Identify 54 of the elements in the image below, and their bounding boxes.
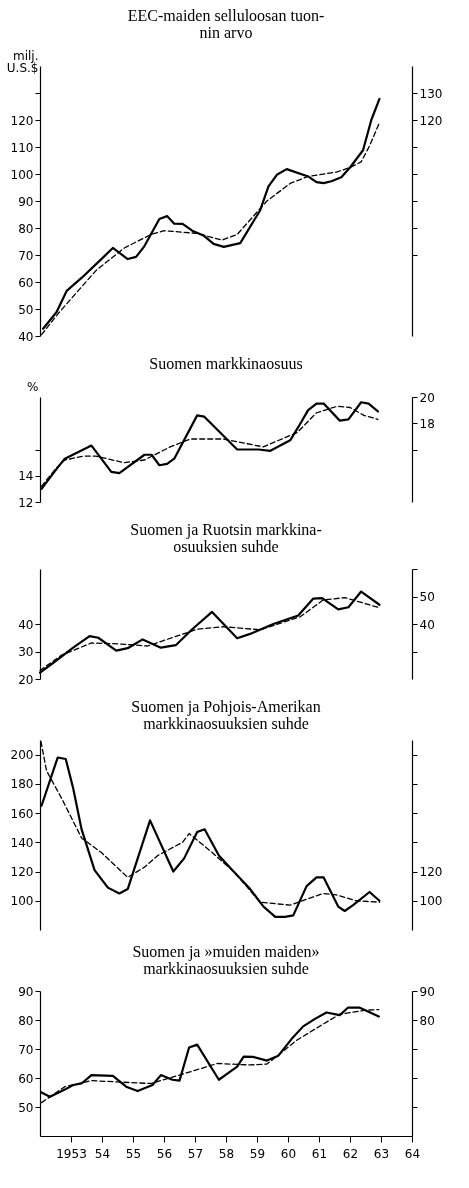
y2-tick-label: 120 bbox=[419, 113, 443, 128]
y-tick-label: 160 bbox=[10, 806, 34, 821]
x-tick-label: 55 bbox=[125, 1146, 142, 1161]
x-tick-label: 54 bbox=[94, 1146, 111, 1161]
y-tick-label: 140 bbox=[10, 835, 34, 850]
y-axis-title: milj. U.S.$ bbox=[6, 48, 39, 75]
y-tick-label: 180 bbox=[10, 777, 34, 792]
y-tick-label: 40 bbox=[18, 329, 34, 344]
chart-title: Suomen ja Ruotsin markkina- osuuksien suhde bbox=[130, 521, 322, 555]
chart-title: Suomen markkinaosuus bbox=[149, 355, 303, 372]
y2-tick-label: 80 bbox=[419, 1013, 435, 1028]
chart-title: EEC-maiden selluloosan tuon- nin arvo bbox=[127, 7, 325, 41]
y-tick-label: 40 bbox=[18, 617, 34, 632]
x-tick-label: 64 bbox=[404, 1146, 421, 1161]
y-tick-label: 80 bbox=[18, 1013, 34, 1028]
y-tick-label: 20 bbox=[18, 672, 34, 687]
y-tick-label: 60 bbox=[18, 275, 34, 290]
y-tick-label: 100 bbox=[10, 894, 34, 909]
chart-title: Suomen ja Pohjois-Amerikan markkinaosuuksien suhde bbox=[131, 698, 321, 732]
x-tick-label: 58 bbox=[218, 1146, 235, 1161]
y-tick-label: 90 bbox=[18, 984, 34, 999]
x-tick-label: 57 bbox=[187, 1146, 204, 1161]
y-tick-label: 100 bbox=[10, 167, 34, 182]
y2-tick-label: 18 bbox=[419, 416, 435, 431]
y-tick-label: 200 bbox=[10, 748, 34, 763]
y-tick-label: 90 bbox=[18, 194, 34, 209]
y-tick-label: 60 bbox=[18, 1071, 34, 1086]
y2-tick-label: 130 bbox=[419, 86, 443, 101]
x-tick-label: 63 bbox=[373, 1146, 390, 1161]
y-tick-label: 14 bbox=[18, 469, 34, 484]
x-tick-label: 59 bbox=[249, 1146, 266, 1161]
x-tick-label: 60 bbox=[280, 1146, 297, 1161]
y-tick-label: 50 bbox=[18, 302, 34, 317]
y2-tick-label: 50 bbox=[419, 590, 435, 604]
y2-tick-label: 20 bbox=[419, 390, 435, 405]
y2-tick-label: 120 bbox=[419, 865, 443, 880]
y-tick-label: 12 bbox=[18, 495, 34, 510]
y-tick-label: 110 bbox=[10, 140, 34, 155]
chart-title: Suomen ja »muiden maiden» markkinaosuuksien suhde bbox=[132, 943, 320, 977]
y-tick-label: 80 bbox=[18, 221, 34, 236]
y-tick-label: 120 bbox=[10, 113, 34, 128]
y2-tick-label: 100 bbox=[419, 894, 443, 909]
x-tick-label: 1953 bbox=[56, 1146, 87, 1161]
y2-tick-label: 40 bbox=[419, 617, 435, 632]
y-axis-title: % bbox=[27, 379, 39, 394]
y-tick-label: 120 bbox=[10, 865, 34, 880]
y2-tick-label: 90 bbox=[419, 984, 435, 999]
y-tick-label: 50 bbox=[18, 1100, 34, 1115]
x-tick-label: 62 bbox=[342, 1146, 359, 1161]
y-tick-label: 70 bbox=[18, 248, 34, 263]
y-tick-label: 30 bbox=[18, 645, 34, 659]
y-tick-label: 70 bbox=[18, 1042, 34, 1057]
x-tick-label: 61 bbox=[311, 1146, 328, 1161]
x-tick-label: 56 bbox=[156, 1146, 173, 1161]
